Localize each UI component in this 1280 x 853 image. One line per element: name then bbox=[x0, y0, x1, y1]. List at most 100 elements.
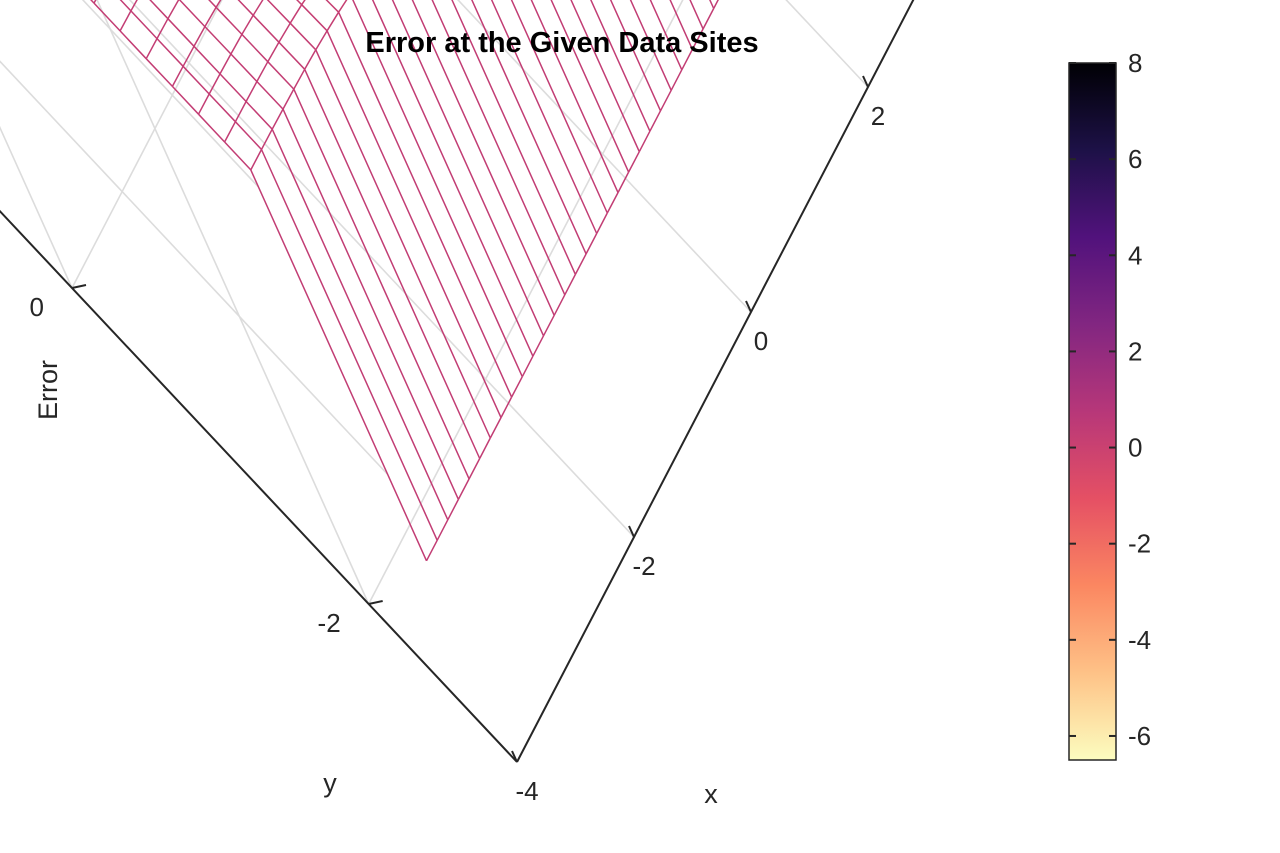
mesh-edge bbox=[237, 0, 254, 16]
mesh-edge bbox=[326, 30, 502, 418]
colorbar-tick-label: -4 bbox=[1128, 625, 1151, 655]
mesh-edge bbox=[659, 89, 672, 112]
chart-title: Error at the Given Data Sites bbox=[365, 27, 758, 59]
mesh-edge bbox=[585, 233, 598, 255]
mesh-edge bbox=[596, 212, 608, 234]
mesh-edge bbox=[171, 85, 200, 115]
mesh-edge bbox=[230, 34, 243, 55]
mesh-edge bbox=[457, 478, 470, 500]
mesh-edge bbox=[230, 53, 258, 83]
mesh-edge bbox=[260, 149, 438, 541]
mesh-edge bbox=[156, 38, 184, 67]
mesh-edge bbox=[182, 65, 210, 95]
grid-line-sidewall-y bbox=[96, 0, 370, 605]
mesh-edge bbox=[489, 417, 502, 439]
mesh-edge bbox=[553, 294, 566, 316]
x-tick bbox=[511, 750, 518, 763]
mesh-edge bbox=[219, 53, 232, 75]
mesh-edge bbox=[532, 335, 545, 357]
x-tick-label: 2 bbox=[871, 101, 885, 131]
x-tick-label: 0 bbox=[754, 326, 768, 356]
mesh-edge bbox=[145, 38, 158, 60]
mesh-edge bbox=[250, 169, 428, 562]
mesh-edge bbox=[490, 0, 598, 234]
mesh-edge bbox=[296, 0, 303, 6]
mesh-edge bbox=[278, 22, 291, 43]
mesh-edge bbox=[530, 0, 619, 193]
mesh-edge bbox=[256, 61, 269, 82]
mesh-edge bbox=[337, 11, 513, 398]
mesh-edge bbox=[197, 113, 226, 143]
mesh-edge bbox=[431, 0, 566, 296]
mesh-edge bbox=[250, 149, 263, 171]
mesh-edge bbox=[352, 0, 523, 378]
colorbar: 8 6 4 2 0 -2 -4 -6 bbox=[1068, 48, 1151, 761]
mesh-edge bbox=[145, 58, 173, 87]
y-tick-label: -2 bbox=[318, 608, 341, 638]
mesh-edge bbox=[219, 73, 247, 103]
mesh-edge bbox=[282, 88, 295, 110]
mesh-edge bbox=[574, 253, 587, 275]
mesh-edge bbox=[260, 128, 273, 150]
mesh-edge bbox=[223, 121, 237, 143]
mesh-edge bbox=[500, 396, 513, 418]
grid-line-floor-x bbox=[128, 0, 635, 538]
mesh-edge bbox=[479, 437, 491, 459]
x-axis-label: x bbox=[704, 779, 718, 809]
colorbar-tick-label: 2 bbox=[1128, 336, 1142, 366]
mesh-edge bbox=[649, 110, 662, 132]
y-tick-label: 0 bbox=[30, 292, 44, 322]
mesh-edge bbox=[93, 2, 121, 32]
mesh-edge bbox=[649, 0, 683, 71]
mesh-edge bbox=[278, 41, 306, 70]
mesh-edge bbox=[542, 314, 555, 337]
mesh-edge bbox=[325, 0, 340, 13]
mesh-edge bbox=[391, 0, 545, 337]
x-tick-label: -4 bbox=[515, 776, 538, 806]
mesh-edge bbox=[252, 0, 264, 16]
mesh-edge bbox=[293, 88, 470, 480]
mesh-edge bbox=[167, 0, 180, 20]
mesh-edge bbox=[289, 22, 317, 51]
colorbar-tick-label: -6 bbox=[1128, 721, 1151, 751]
mesh-edge bbox=[436, 519, 449, 541]
mesh-edge bbox=[468, 458, 481, 480]
mesh-edge bbox=[304, 49, 317, 70]
mesh-edge bbox=[245, 100, 273, 130]
mesh-edge bbox=[713, 0, 719, 9]
colorbar-tick-label: 4 bbox=[1128, 240, 1142, 270]
mesh-edge bbox=[130, 0, 138, 12]
x-tick bbox=[628, 525, 635, 538]
mesh-edge bbox=[171, 65, 184, 87]
x-axis-line bbox=[516, 0, 915, 763]
mesh-edge bbox=[315, 30, 328, 51]
mesh-edge bbox=[425, 539, 438, 562]
mesh-edge bbox=[197, 93, 210, 115]
mesh-edge bbox=[241, 14, 254, 35]
mesh-edge bbox=[178, 0, 206, 28]
x-tick-label: -2 bbox=[632, 551, 655, 581]
mesh-edge bbox=[241, 33, 269, 63]
mesh-edge bbox=[266, 0, 291, 24]
mesh-edge bbox=[606, 192, 619, 214]
colorbar-tick-label: 6 bbox=[1128, 144, 1142, 174]
mesh-edge bbox=[234, 121, 263, 151]
mesh-edge bbox=[638, 130, 651, 153]
mesh-edge bbox=[130, 10, 158, 40]
mesh-edge bbox=[689, 0, 704, 30]
mesh-edge bbox=[510, 376, 523, 398]
mesh-edge bbox=[315, 49, 491, 439]
mesh-edge bbox=[282, 108, 460, 500]
mesh-edge bbox=[550, 0, 630, 173]
axes-grid bbox=[0, 0, 869, 763]
mesh-edge bbox=[149, 0, 169, 20]
mesh-edge bbox=[204, 6, 217, 27]
mesh-edge bbox=[304, 68, 481, 459]
mesh-edge bbox=[702, 8, 715, 30]
mesh-edge bbox=[670, 69, 683, 91]
x-tick bbox=[862, 75, 869, 88]
mesh-edge bbox=[245, 81, 258, 102]
mesh-edge bbox=[208, 73, 221, 95]
mesh-edge bbox=[234, 101, 247, 123]
mesh-edge bbox=[208, 0, 217, 8]
